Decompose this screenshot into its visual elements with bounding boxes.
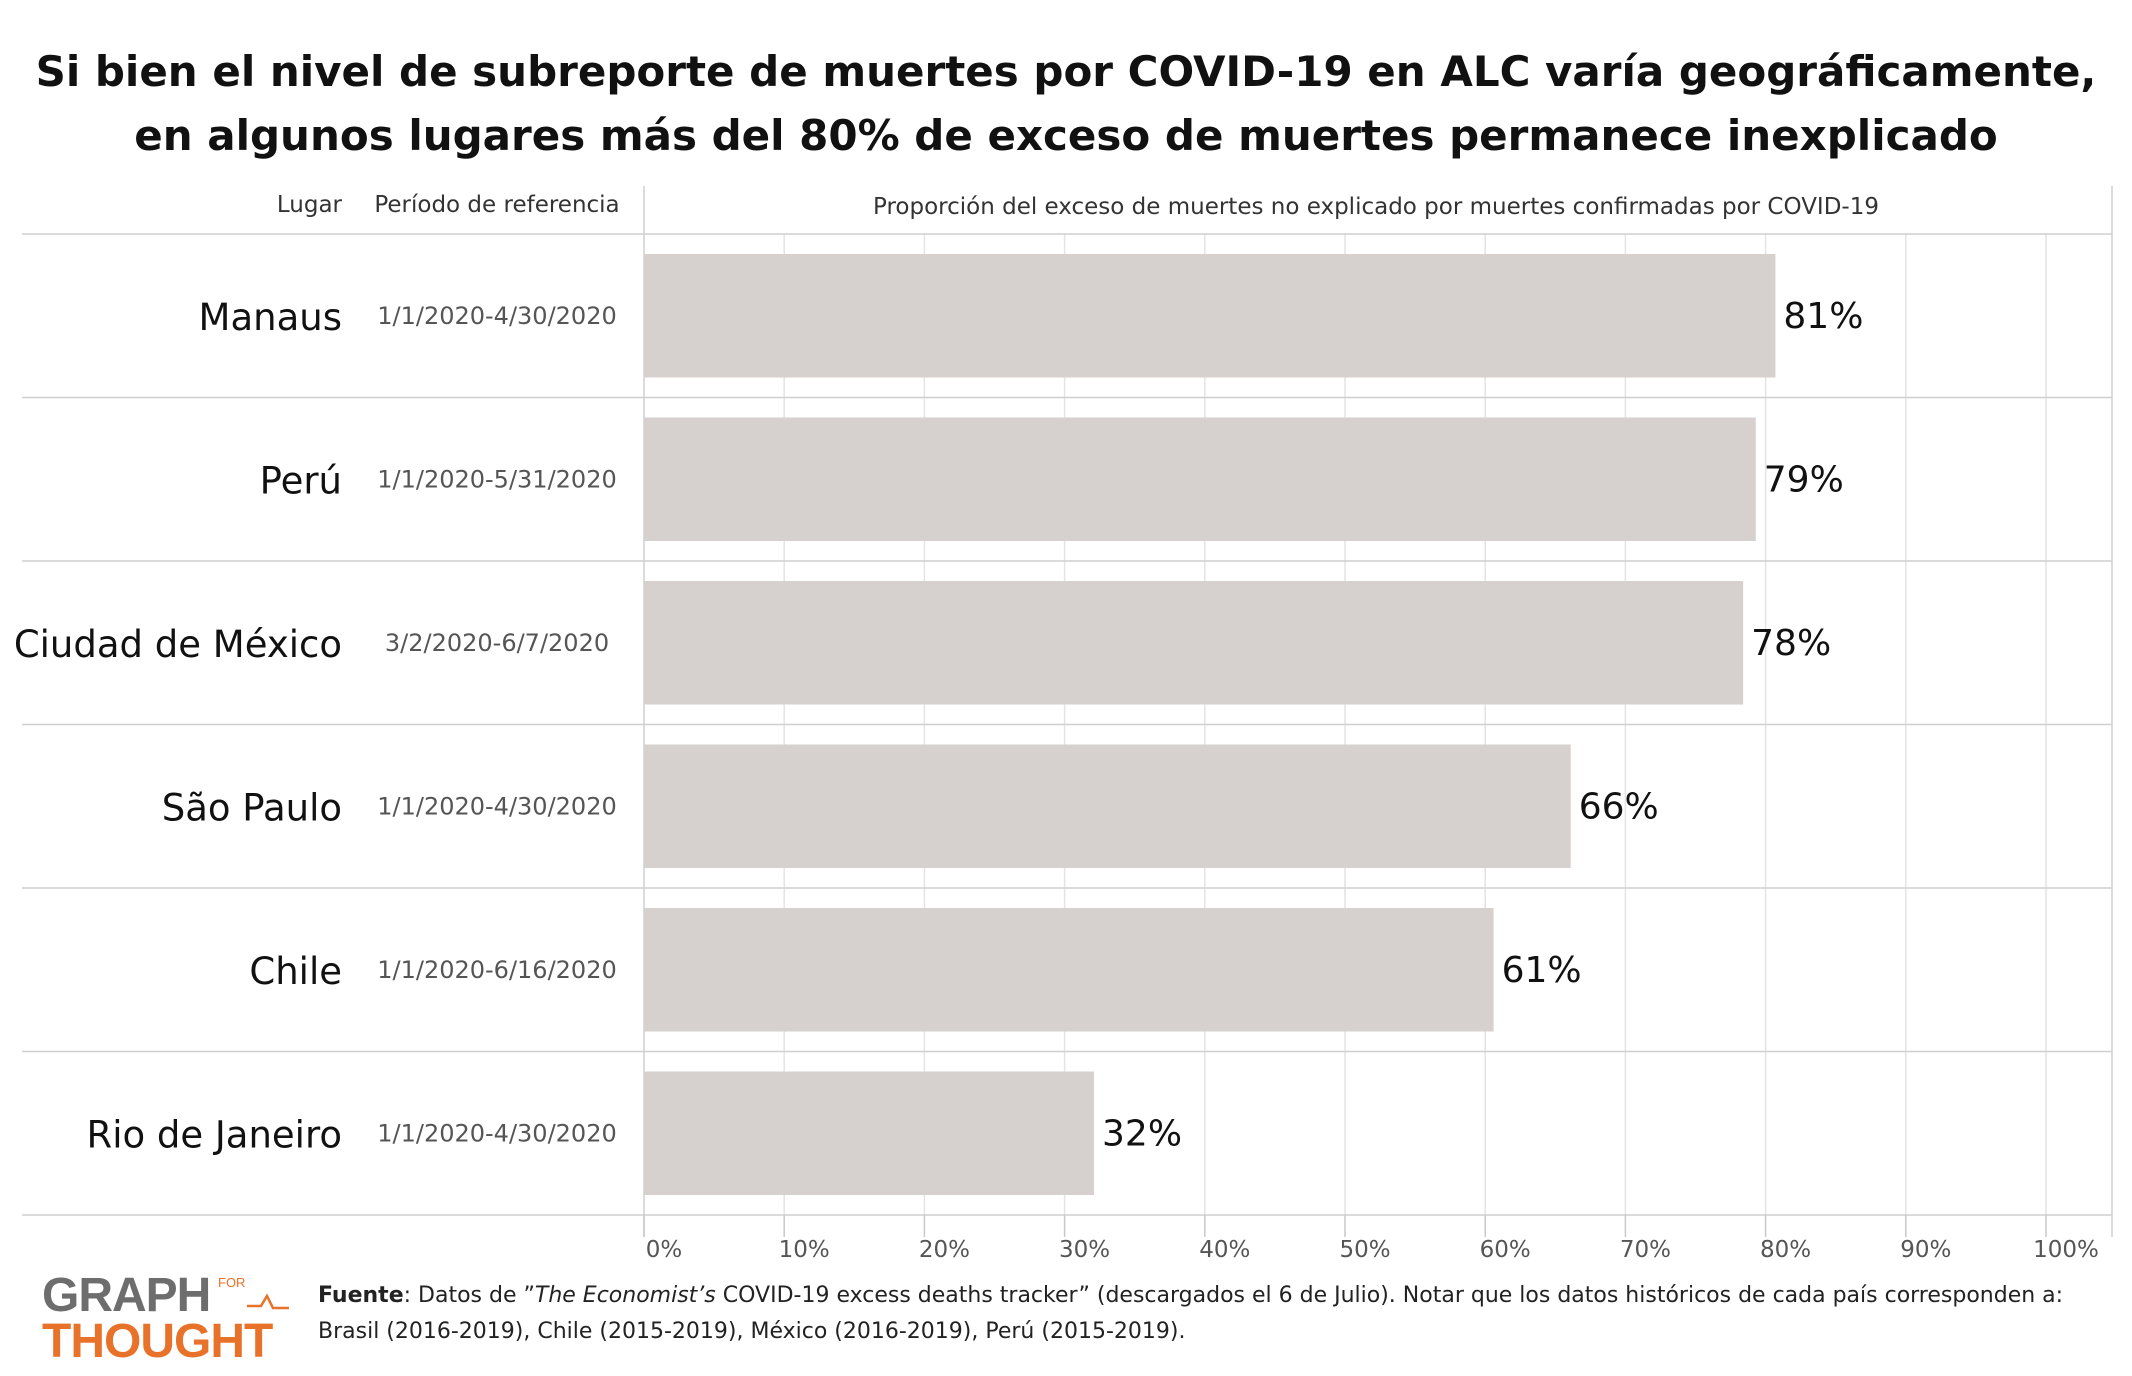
bar [644, 254, 1776, 378]
x-tick-label: 90% [1900, 1237, 1951, 1260]
logo-line-icon [247, 1293, 289, 1310]
bar-value-label: 61% [1502, 950, 1582, 991]
x-tick-label: 40% [1199, 1237, 1250, 1260]
bar [644, 417, 1756, 541]
period-label: 1/1/2020-4/30/2020 [377, 1119, 617, 1147]
source-text-post: COVID-19 excess deaths tracker” (descarg… [318, 1283, 2064, 1344]
bar-value-label: 79% [1764, 459, 1844, 500]
logo-thought-text: THOUGHT [42, 1315, 273, 1368]
bar-value-label: 81% [1783, 296, 1863, 337]
category-label: Manaus [199, 296, 342, 339]
logo-graph-text: GRAPH [42, 1269, 211, 1322]
period-label: 1/1/2020-6/16/2020 [377, 956, 617, 984]
category-label: São Paulo [162, 786, 342, 829]
x-axis-ticks: 0% 10% 20% 30% 40% 50% 60% 70% 80% 90% 100% [643, 1215, 2099, 1260]
bar-value-label: 66% [1579, 786, 1659, 827]
bar [644, 908, 1494, 1032]
bar [644, 1071, 1095, 1195]
chart-title: Si bien el nivel de subreporte de muerte… [35, 47, 2097, 160]
bars: 81% 79% 78% 66% 61% 32% [644, 254, 1863, 1195]
period-label: 3/2/2020-6/7/2020 [385, 629, 609, 657]
category-label: Perú [260, 459, 342, 502]
row-labels: Manaus 1/1/2020-4/30/2020 Perú 1/1/2020-5/3… [14, 296, 617, 1157]
bar-value-label: 32% [1102, 1113, 1182, 1154]
source-label: Fuente [318, 1283, 404, 1308]
header-period: Período de referencia [374, 192, 619, 218]
bar [644, 581, 1744, 705]
category-label: Ciudad de México [14, 623, 342, 666]
period-label: 1/1/2020-5/31/2020 [377, 465, 617, 493]
x-tick-label: 50% [1339, 1237, 1390, 1260]
source-text-italic: The Economist’s [534, 1283, 716, 1308]
logo-for-text: FOR [218, 1275, 246, 1290]
source-note: Fuente: Datos de ”The Economist’s COVID-… [318, 1278, 2108, 1350]
bar [644, 744, 1571, 868]
header-place: Lugar [277, 192, 343, 218]
x-tick-label: 80% [1760, 1237, 1811, 1260]
x-tick-label: 10% [779, 1237, 830, 1260]
x-tick-label: 60% [1480, 1237, 1531, 1260]
category-label: Rio de Janeiro [86, 1113, 342, 1156]
x-tick-label: 70% [1620, 1237, 1671, 1260]
bar-value-label: 78% [1751, 623, 1831, 664]
x-tick-label: 20% [919, 1237, 970, 1260]
x-tick-label: 100% [2033, 1237, 2099, 1260]
period-label: 1/1/2020-4/30/2020 [377, 302, 617, 330]
bar-chart: Lugar Período de referencia Proporción d… [14, 186, 2113, 1260]
header-measure: Proporción del exceso de muertes no expl… [873, 194, 1879, 220]
x-tick-label: 30% [1059, 1237, 1110, 1260]
category-label: Chile [249, 950, 342, 993]
graph-for-thought-logo: GRAPH FOR THOUGHT [42, 1269, 292, 1366]
period-label: 1/1/2020-4/30/2020 [377, 792, 617, 820]
source-text-pre: : Datos de ” [403, 1283, 535, 1308]
x-tick-label: 0% [646, 1237, 683, 1260]
row-dividers [22, 186, 2113, 1237]
